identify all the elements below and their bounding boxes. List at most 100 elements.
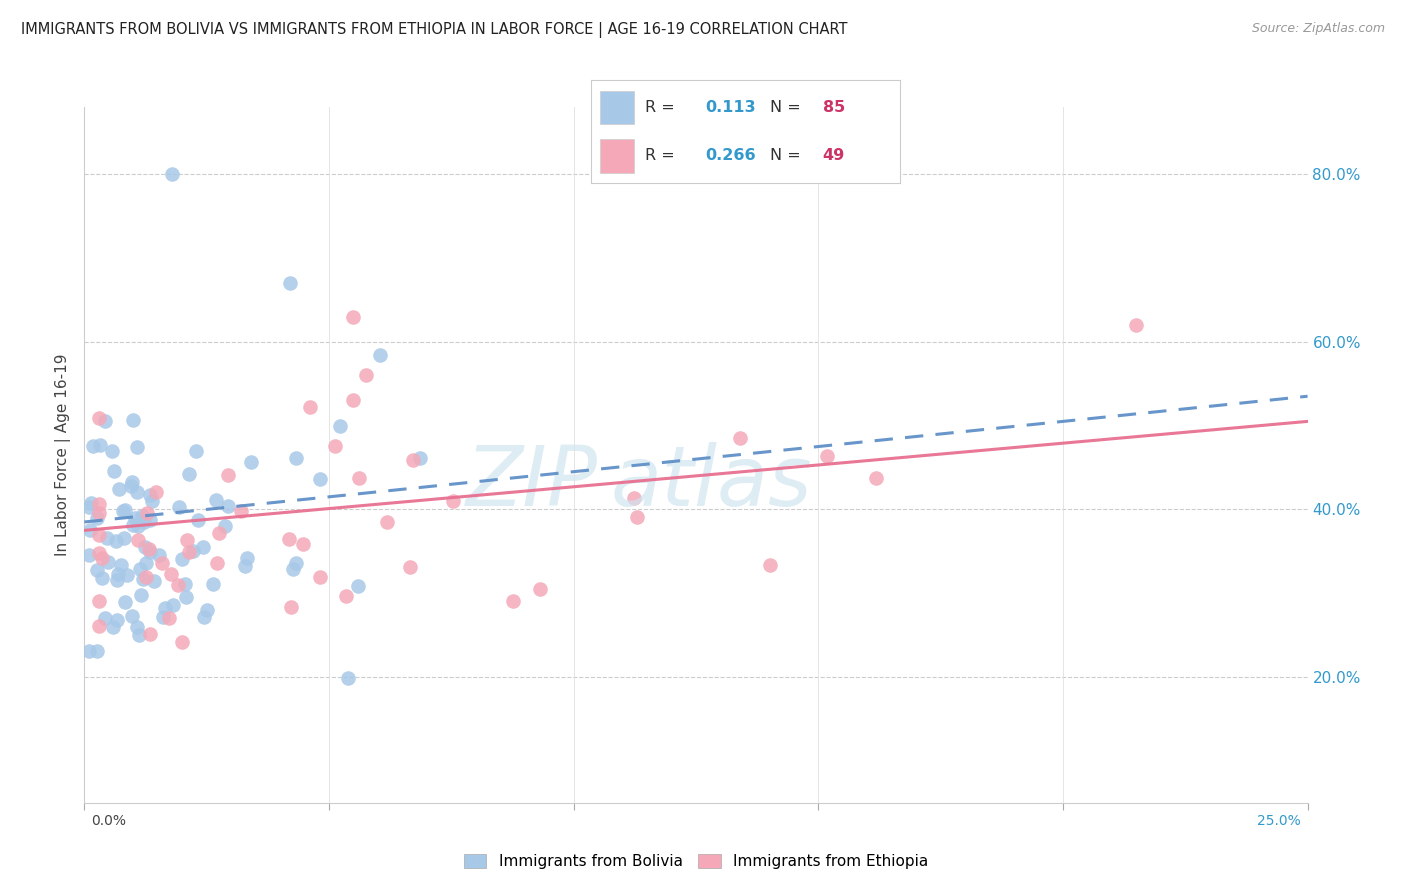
- Point: [529, 582, 551, 597]
- Point: [87, 506, 110, 520]
- Point: [128, 628, 150, 642]
- Point: [89, 438, 111, 452]
- Point: [110, 558, 132, 572]
- Point: [104, 533, 127, 548]
- Point: [153, 600, 176, 615]
- Point: [122, 518, 145, 533]
- Point: [129, 562, 152, 576]
- Point: [202, 577, 225, 591]
- Point: [217, 467, 239, 482]
- Point: [77, 500, 100, 515]
- Point: [89, 497, 111, 511]
- Point: [86, 644, 108, 658]
- Point: [335, 589, 357, 603]
- Point: [193, 610, 215, 624]
- Point: [170, 635, 193, 649]
- Point: [107, 567, 129, 582]
- Point: [87, 410, 110, 425]
- Point: [79, 523, 101, 537]
- Point: [181, 544, 204, 558]
- Point: [159, 566, 181, 581]
- Point: [278, 276, 301, 290]
- Point: [157, 611, 180, 625]
- Text: 25.0%: 25.0%: [1257, 814, 1301, 828]
- Point: [193, 541, 215, 555]
- Point: [134, 540, 156, 554]
- Point: [127, 620, 149, 634]
- Point: [127, 485, 149, 500]
- Point: [1125, 318, 1147, 332]
- Point: [179, 467, 201, 482]
- Point: [292, 537, 315, 551]
- Point: [152, 556, 174, 570]
- Point: [127, 519, 149, 533]
- Point: [101, 444, 124, 458]
- Point: [179, 545, 201, 559]
- Point: [187, 513, 209, 527]
- Point: [173, 576, 195, 591]
- Point: [342, 393, 364, 408]
- Legend: Immigrants from Bolivia, Immigrants from Ethiopia: Immigrants from Bolivia, Immigrants from…: [457, 848, 935, 875]
- Point: [87, 594, 110, 608]
- Point: [77, 644, 100, 658]
- Point: [176, 533, 198, 547]
- Point: [441, 493, 464, 508]
- Point: [125, 441, 148, 455]
- Point: [138, 541, 160, 556]
- Text: N =: N =: [770, 100, 806, 115]
- Point: [280, 599, 302, 614]
- Point: [148, 548, 170, 562]
- Point: [207, 557, 229, 571]
- Text: R =: R =: [644, 148, 679, 163]
- Point: [80, 496, 103, 510]
- Point: [101, 620, 124, 634]
- Point: [342, 310, 364, 324]
- Point: [375, 515, 398, 529]
- Point: [108, 483, 131, 497]
- Point: [217, 499, 239, 513]
- FancyBboxPatch shape: [600, 91, 634, 124]
- Point: [239, 455, 262, 469]
- Point: [152, 610, 174, 624]
- Point: [186, 444, 208, 458]
- Point: [87, 527, 110, 541]
- Point: [409, 450, 432, 465]
- Point: [132, 572, 155, 586]
- Point: [368, 348, 391, 362]
- Point: [329, 418, 352, 433]
- Point: [138, 488, 160, 502]
- Point: [323, 439, 346, 453]
- FancyBboxPatch shape: [600, 139, 634, 173]
- Point: [82, 439, 104, 453]
- Point: [399, 559, 422, 574]
- Point: [309, 472, 332, 486]
- Point: [139, 513, 162, 527]
- Point: [815, 449, 838, 463]
- Text: 0.266: 0.266: [704, 148, 755, 163]
- Point: [121, 413, 143, 427]
- Point: [281, 562, 304, 576]
- Point: [138, 626, 160, 640]
- Point: [135, 570, 157, 584]
- Point: [129, 588, 152, 602]
- Point: [94, 414, 117, 428]
- Point: [114, 595, 136, 609]
- Point: [354, 368, 377, 382]
- Y-axis label: In Labor Force | Age 16-19: In Labor Force | Age 16-19: [55, 353, 72, 557]
- Point: [167, 500, 190, 514]
- Point: [347, 579, 370, 593]
- Point: [170, 552, 193, 566]
- Point: [121, 475, 143, 489]
- Point: [135, 556, 157, 570]
- Point: [162, 598, 184, 612]
- Point: [121, 609, 143, 624]
- Point: [308, 570, 330, 584]
- Point: [105, 614, 128, 628]
- Text: 0.113: 0.113: [704, 100, 755, 115]
- Point: [623, 491, 645, 506]
- Point: [235, 551, 257, 566]
- Point: [90, 570, 112, 584]
- Point: [402, 452, 425, 467]
- Text: 85: 85: [823, 100, 845, 115]
- Point: [208, 526, 231, 541]
